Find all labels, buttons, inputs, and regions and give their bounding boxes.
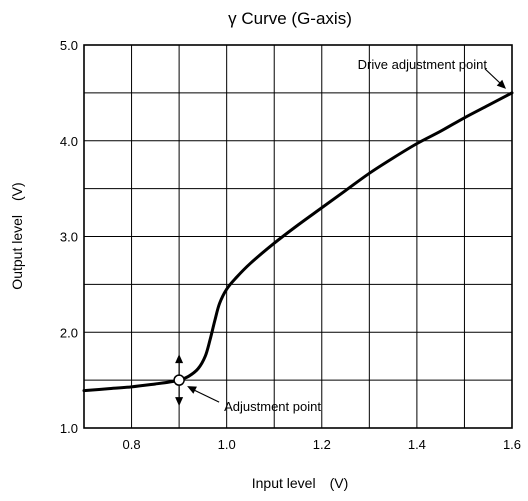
- x-axis-label: Input level (V): [252, 475, 348, 491]
- adjustment-point-leader: [190, 388, 220, 403]
- adjustment-point-circle: [173, 374, 185, 386]
- adjustment-point-leader-arrowhead: [187, 386, 197, 394]
- adjustment-point-label: Adjustment point: [224, 399, 321, 414]
- y-tick-label: 5.0: [60, 38, 78, 53]
- gamma-curve-line: [82, 91, 514, 393]
- drive-adjustment-point-label: Drive adjustment point: [358, 57, 488, 72]
- x-tick-label: 1.2: [313, 437, 331, 452]
- adjustment-up-arrowhead: [175, 354, 184, 364]
- y-tick-label: 4.0: [60, 134, 78, 149]
- y-axis-label: Output level (V): [9, 182, 25, 289]
- y-tick-label: 1.0: [60, 421, 78, 436]
- y-tick-label: 2.0: [60, 325, 78, 340]
- tick-labels: 0.8 1.0 1.2 1.4 1.6 1.0 2.0 3.0 4.0 5.0: [60, 38, 521, 452]
- chart-title: γ Curve (G-axis): [228, 9, 352, 28]
- adjustment-point-marker: [173, 354, 185, 407]
- x-tick-label: 1.4: [408, 437, 426, 452]
- plot-frame: [83, 44, 513, 429]
- grid: [83, 44, 513, 429]
- x-tick-label: 0.8: [123, 437, 141, 452]
- y-tick-label: 3.0: [60, 230, 78, 245]
- x-tick-label: 1.0: [218, 437, 236, 452]
- x-tick-label: 1.6: [503, 437, 521, 452]
- adjustment-down-arrowhead: [175, 397, 184, 407]
- drive-adjustment-point-arrowhead: [496, 79, 506, 89]
